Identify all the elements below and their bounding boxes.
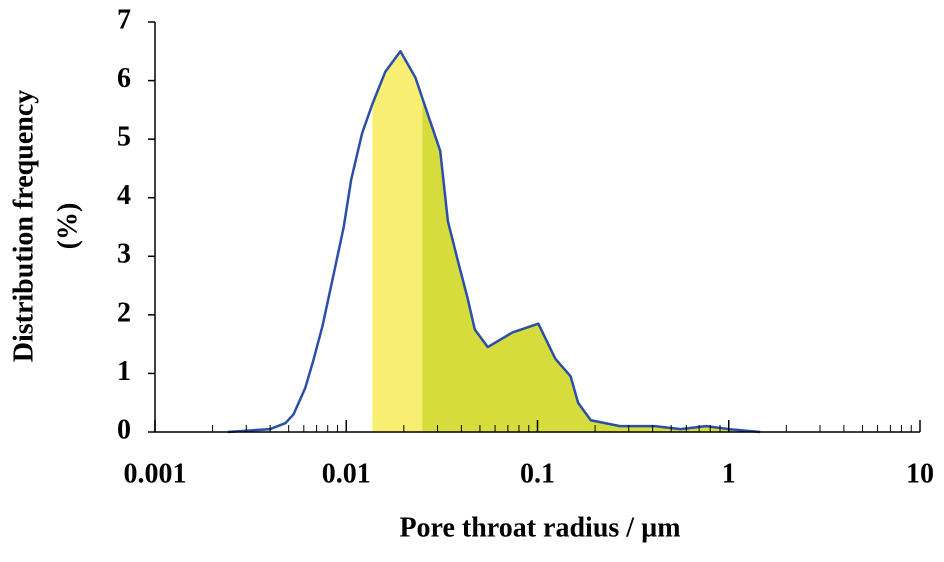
highlight-area xyxy=(422,98,761,432)
y-axis-label-line: Distribution frequency xyxy=(8,90,39,363)
x-axis-label: Pore throat radius / µm xyxy=(399,512,680,543)
x-tick-label: 1 xyxy=(722,458,736,489)
y-tick-label: 3 xyxy=(117,239,131,270)
y-tick-label: 7 xyxy=(117,4,131,35)
y-tick-label: 0 xyxy=(117,414,131,445)
highlight-area xyxy=(372,51,423,432)
y-tick-label: 5 xyxy=(117,122,131,153)
x-tick-label: 0.1 xyxy=(520,458,555,489)
line xyxy=(227,50,761,434)
x-tick-label: 0.001 xyxy=(124,458,187,489)
x-tick-label: 10 xyxy=(906,458,934,489)
y-tick-label: 1 xyxy=(117,356,131,387)
y-tick-label: 2 xyxy=(117,297,131,328)
y-tick-label: 4 xyxy=(117,180,131,211)
x-tick-label: 0.01 xyxy=(322,458,371,489)
y-axis-label: Distribution frequency (%) xyxy=(8,90,83,363)
y-tick-label: 6 xyxy=(117,63,131,94)
y-axis-label-line: (%) xyxy=(52,203,83,250)
